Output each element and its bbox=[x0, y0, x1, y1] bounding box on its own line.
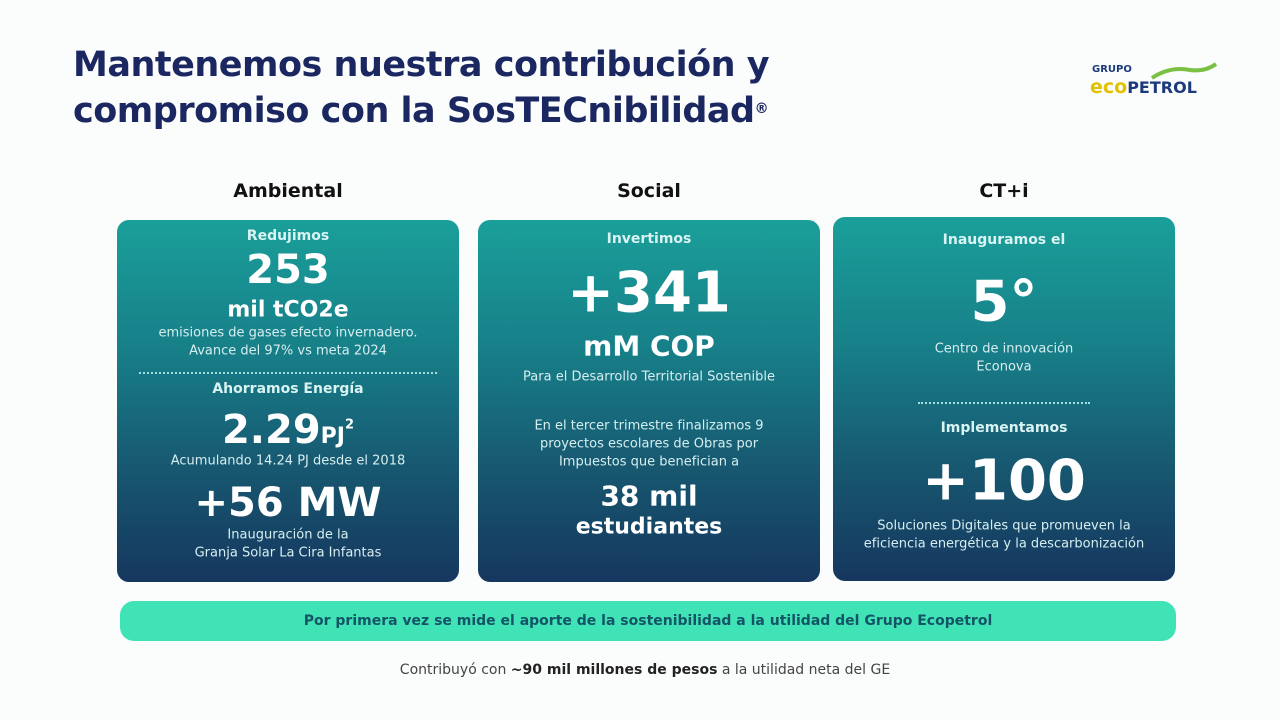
title: Mantenemos nuestra contribución y compro… bbox=[73, 42, 770, 134]
column-heading: Social bbox=[617, 180, 681, 202]
text: Impuestos que benefician a bbox=[558, 454, 740, 470]
value: 38 mil bbox=[600, 479, 698, 513]
note: eficiencia energética y la descarbonizac… bbox=[863, 536, 1145, 552]
label: Ahorramos Energía bbox=[212, 381, 364, 397]
banner: Por primera vez se mide el aporte de la … bbox=[120, 601, 1176, 641]
label: Invertimos bbox=[606, 231, 692, 247]
note: Soluciones Digitales que promueven la bbox=[877, 518, 1131, 534]
note: emisiones de gases efecto invernadero. bbox=[158, 325, 418, 341]
value-number: 2.29 bbox=[221, 407, 321, 453]
logo-group: GRUPO bbox=[1092, 64, 1132, 75]
title-line: compromiso con la SosTECnibilidad® bbox=[73, 88, 769, 134]
note: Acumulando 14.24 PJ desde el 2018 bbox=[170, 453, 406, 469]
card: Invertimos +341 mM COP Para el Desarroll… bbox=[478, 220, 820, 582]
unit: PJ bbox=[320, 424, 345, 449]
registered-mark: ® bbox=[754, 101, 769, 117]
logo-eco: eco bbox=[1090, 76, 1128, 98]
note: Econova bbox=[976, 359, 1032, 375]
label: Implementamos bbox=[940, 420, 1068, 436]
label: Redujimos bbox=[246, 228, 330, 244]
value: +341 bbox=[567, 260, 731, 326]
note: Avance del 97% vs meta 2024 bbox=[189, 343, 387, 359]
logo-word: ecoPETROL bbox=[1090, 76, 1197, 98]
value: +100 bbox=[922, 448, 1086, 514]
card: Inauguramos el 5° Centro de innovación E… bbox=[833, 217, 1175, 581]
footer-text: a la utilidad neta del GE bbox=[721, 662, 891, 678]
title-line: Mantenemos nuestra contribución y bbox=[73, 45, 770, 85]
card: Redujimos 253 mil tCO2e emisiones de gas… bbox=[117, 220, 459, 582]
unit: estudiantes bbox=[575, 514, 723, 540]
divider bbox=[139, 372, 437, 374]
note: Centro de innovación bbox=[934, 341, 1074, 357]
text: proyectos escolares de Obras por bbox=[539, 436, 759, 452]
divider bbox=[918, 402, 1090, 404]
text: En el tercer trimestre finalizamos 9 bbox=[534, 418, 764, 434]
footer: Contribuyó con ~90 mil millones de pesos… bbox=[0, 662, 1280, 678]
footer-highlight: ~90 mil millones de pesos bbox=[510, 662, 718, 678]
note: Inauguración de la bbox=[227, 527, 349, 543]
footnote: 2 bbox=[344, 417, 355, 433]
value: +56 MW bbox=[194, 480, 382, 526]
value: 253 bbox=[246, 247, 330, 293]
logo-iguana bbox=[1150, 62, 1218, 80]
value: 5° bbox=[970, 269, 1038, 335]
value: 2.29PJ2 bbox=[117, 407, 459, 453]
column-heading: Ambiental bbox=[233, 180, 343, 202]
note: Para el Desarrollo Territorial Sostenibl… bbox=[523, 369, 775, 385]
column-heading: CT+i bbox=[979, 180, 1029, 202]
title-text: compromiso con la SosTECnibilidad bbox=[73, 91, 755, 131]
logo: GRUPO ecoPETROL bbox=[1090, 62, 1220, 102]
unit: mil tCO2e bbox=[227, 297, 349, 323]
label: Inauguramos el bbox=[942, 232, 1066, 248]
logo-petrol: PETROL bbox=[1127, 78, 1197, 97]
footer-text: Contribuyó con bbox=[399, 662, 507, 678]
note: Granja Solar La Cira Infantas bbox=[194, 545, 382, 561]
unit: mM COP bbox=[583, 329, 715, 363]
